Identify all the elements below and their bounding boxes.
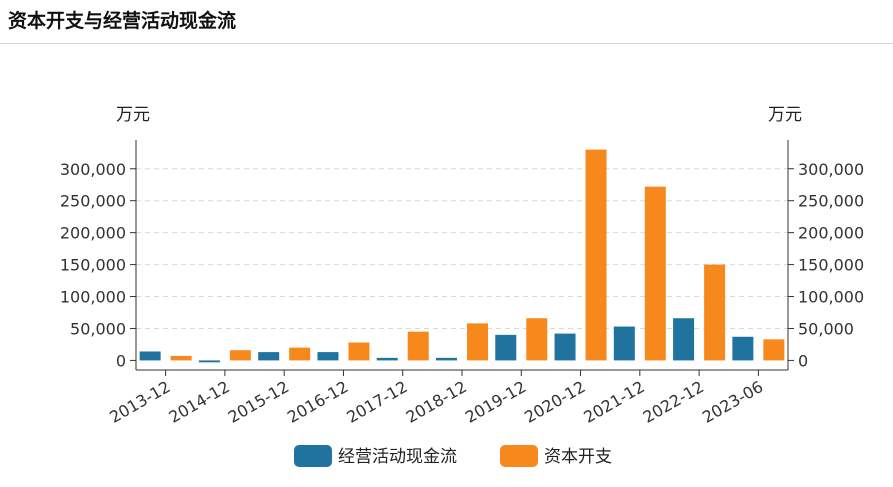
bar-operating-cashflow	[673, 318, 695, 361]
x-tick-label: 2018-12	[403, 377, 470, 427]
x-tick-label: 2023-06	[699, 377, 766, 427]
x-tick-label: 2014-12	[166, 377, 233, 427]
legend-label-operating-cashflow[interactable]: 经营活动现金流	[338, 447, 457, 467]
y-tick-label-left: 300,000	[60, 160, 126, 179]
title-divider	[0, 43, 893, 44]
y-tick-label-left: 200,000	[60, 224, 126, 243]
y-tick-label-right: 150,000	[798, 256, 864, 275]
legend-swatch-capex[interactable]	[500, 445, 538, 467]
x-tick-label: 2015-12	[225, 377, 292, 427]
x-tick-label: 2019-12	[462, 377, 529, 427]
chart-title: 资本开支与经营活动现金流	[8, 10, 237, 32]
x-tick-label: 2021-12	[580, 377, 647, 427]
bar-operating-cashflow	[198, 360, 220, 363]
bar-operating-cashflow	[732, 336, 754, 361]
y-tick-label-left: 150,000	[60, 256, 126, 275]
bar-capex	[289, 347, 311, 361]
y-tick-label-right: 50,000	[798, 319, 854, 338]
bar-operating-cashflow	[436, 357, 457, 361]
x-tick-label: 2022-12	[640, 377, 707, 427]
bar-capex	[763, 339, 785, 361]
y-tick-label-right: 0	[798, 351, 808, 370]
y-unit-right: 万元	[768, 105, 802, 125]
bar-operating-cashflow	[317, 352, 339, 361]
y-tick-label-left: 250,000	[60, 192, 126, 211]
bar-capex	[526, 318, 548, 361]
x-tick-label: 2013-12	[106, 377, 173, 427]
x-tick-label: 2017-12	[343, 377, 410, 427]
y-tick-label-right: 200,000	[798, 224, 864, 243]
y-tick-label-left: 0	[116, 351, 126, 370]
bar-capex	[704, 264, 726, 361]
bar-operating-cashflow	[613, 326, 635, 361]
bar-operating-cashflow	[495, 334, 517, 361]
y-tick-label-left: 100,000	[60, 288, 126, 307]
y-tick-label-right: 100,000	[798, 288, 864, 307]
bar-capex	[170, 355, 192, 361]
legend-swatch-operating-cashflow[interactable]	[294, 445, 332, 467]
bar-operating-cashflow	[554, 333, 576, 361]
bar-capex	[348, 342, 370, 361]
y-tick-label-right: 250,000	[798, 192, 864, 211]
legend-label-capex[interactable]: 资本开支	[544, 447, 612, 467]
x-tick-label: 2020-12	[521, 377, 588, 427]
y-unit-left: 万元	[116, 105, 150, 125]
y-tick-label-left: 50,000	[70, 319, 126, 338]
bar-operating-cashflow	[376, 357, 398, 361]
bar-capex	[407, 331, 429, 361]
bar-capex	[467, 323, 488, 361]
x-tick-label: 2016-12	[284, 377, 351, 427]
bar-capex	[644, 186, 666, 361]
bar-capex	[229, 350, 251, 361]
bar-operating-cashflow	[258, 352, 280, 361]
y-tick-label-right: 300,000	[798, 160, 864, 179]
bar-operating-cashflow	[139, 351, 161, 361]
bar-capex	[585, 149, 607, 361]
